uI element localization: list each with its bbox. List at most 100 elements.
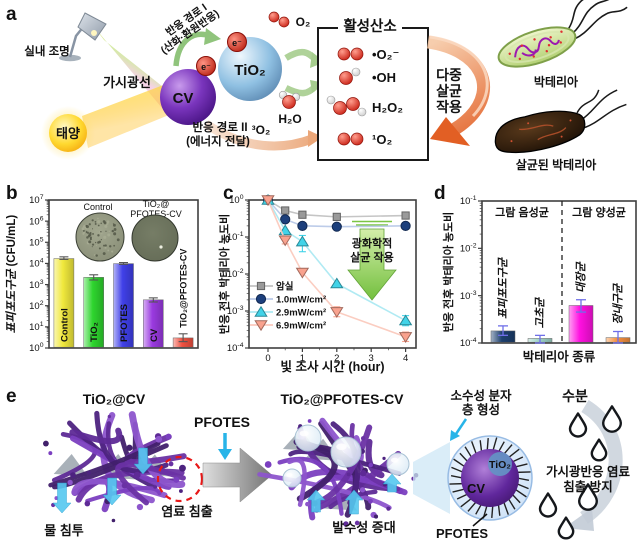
tick-label: 10-3 <box>227 305 244 317</box>
marker-square <box>401 211 410 220</box>
nodule <box>168 461 174 467</box>
colony-speck <box>88 223 91 226</box>
ros-box <box>317 27 429 161</box>
water-bead <box>386 452 410 476</box>
water-bead <box>282 468 302 488</box>
spike <box>502 444 513 456</box>
bacterium-dna <box>514 37 560 58</box>
moisture-label: 수분 <box>562 388 588 404</box>
marker-circle <box>280 214 291 225</box>
triplet-oxygen-label: ³O₂ <box>252 123 271 137</box>
inset-label-sample-1: TiO₂@ <box>143 199 170 209</box>
indoor-light-label: 실내 조명 <box>24 44 70 58</box>
gram-negative-header: 그람 음성균 <box>495 205 549 219</box>
bar-label-0: 표피포도구균 <box>497 256 510 319</box>
colony-speck <box>102 220 106 223</box>
spike <box>486 437 489 452</box>
nodule <box>67 479 73 486</box>
colony-speck <box>95 245 97 247</box>
nodule <box>307 419 312 423</box>
colony-speck <box>111 229 115 233</box>
colony-speck <box>82 232 85 235</box>
marker-triangle-up <box>398 314 413 326</box>
colony-speck <box>112 223 114 225</box>
nodule <box>179 464 186 472</box>
tio2-pfotes-cv-title: TiO₂@PFOTES-CV <box>280 391 404 407</box>
tio2-patch <box>488 452 512 476</box>
colony-speck <box>97 224 100 227</box>
tick-label: 10-1 <box>460 195 477 207</box>
spike <box>507 448 520 459</box>
spike <box>491 504 494 519</box>
colony-speck <box>95 254 98 257</box>
nodule <box>360 470 367 477</box>
ros-species-2: •OH <box>372 70 396 85</box>
nodule <box>48 451 53 456</box>
nodule <box>178 489 183 493</box>
plot-frame <box>481 200 637 344</box>
bacterium-body <box>497 26 577 68</box>
nodule <box>87 470 91 475</box>
tick-label: 107 <box>29 194 44 206</box>
marker-triangle-up <box>330 277 344 289</box>
bar-label-1: 고초균 <box>534 296 547 328</box>
tick-label: 106 <box>29 215 44 227</box>
colony-speck <box>97 220 101 224</box>
colony-speck <box>86 236 89 239</box>
colony-speck <box>88 240 92 244</box>
sphere-tio2-label: TiO₂ <box>489 459 511 471</box>
dye-leaching-circle <box>156 455 204 503</box>
spike <box>514 463 528 468</box>
flagellum <box>584 103 627 129</box>
mineral-shard <box>53 454 88 477</box>
nodule <box>343 521 349 527</box>
colony-speck <box>88 233 92 237</box>
multi-kill-line2: 살균 <box>436 83 462 99</box>
water-flow-arrow-down <box>102 477 122 506</box>
legend-label-0: 암실 <box>276 281 294 293</box>
visible-light-beam-sun <box>82 84 186 148</box>
sun-label: 태양 <box>56 126 80 141</box>
sterilization-swoosh-arrow <box>426 35 491 138</box>
tick-label: 10-4 <box>227 342 244 354</box>
flagellum <box>574 6 628 40</box>
nodule <box>84 500 91 507</box>
droplet-icon <box>557 516 575 540</box>
magnifier-cone <box>413 442 450 514</box>
nodule <box>121 482 128 489</box>
path2-line2: (에너지 전달) <box>186 134 250 148</box>
cv-dye-sphere <box>160 69 216 125</box>
lamp-pole <box>68 25 85 58</box>
tick-label: 10-2 <box>227 268 244 280</box>
reaction-path1-arrowhead <box>204 28 221 45</box>
colony-speck <box>100 238 102 241</box>
hydrophobic-layer-line2: 층 형성 <box>462 402 500 417</box>
chart-c-time-course: 100 10-1 10-2 10-3 10-4 0 1 2 3 4 빛 조사 시간 (hour) 반응… <box>217 193 417 374</box>
spike <box>514 488 527 498</box>
nanofiber <box>69 427 123 445</box>
spike <box>460 497 473 508</box>
reaction-path2-arrow <box>203 120 314 151</box>
colony-speck <box>92 228 94 230</box>
colony-speck <box>106 220 110 224</box>
dead-dots <box>510 119 572 143</box>
spike <box>502 501 509 515</box>
dead-bacteria-illustration <box>494 89 627 154</box>
annotation-line2: 살균 작용 <box>350 250 394 264</box>
flagellum <box>576 89 600 114</box>
legend-label-2: 2.9mW/cm² <box>276 308 326 319</box>
x-tick-label: 1 <box>300 353 305 364</box>
lamp-bulb <box>91 30 97 36</box>
colony-speck <box>109 245 112 248</box>
colony-speck <box>100 230 102 233</box>
marker-triangle-down <box>330 307 344 318</box>
spike <box>492 437 498 452</box>
colony-speck <box>92 232 94 235</box>
spike <box>516 482 529 490</box>
y-axis-label: 반응 전후 박테리아 농도비 <box>441 212 455 333</box>
h2o-label: H₂O <box>278 112 301 126</box>
ros-species-3: H₂O₂ <box>372 100 403 115</box>
swoosh-arrowhead <box>430 117 470 146</box>
nodule <box>126 444 133 451</box>
